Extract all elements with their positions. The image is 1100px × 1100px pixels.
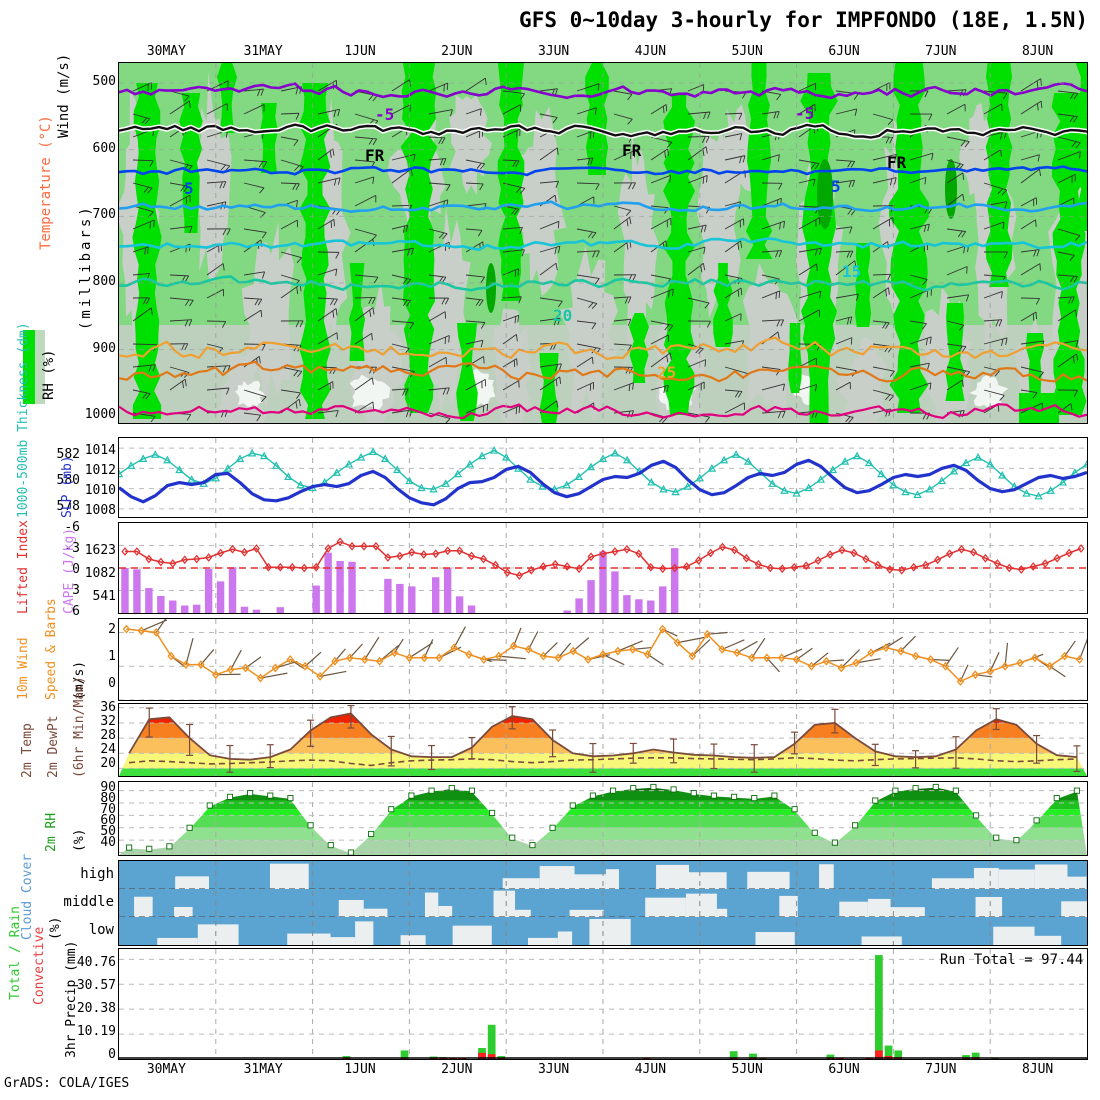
x-date-label: 3JUN <box>537 44 570 59</box>
x-date-label: 2JUN <box>441 1062 473 1077</box>
axis-title-wind: Wind (m/s) <box>56 53 72 138</box>
y-tick-label: 50 <box>100 824 116 839</box>
y-tick-label: 1623 <box>84 543 116 558</box>
axis-title-millibars: (millibars) <box>78 204 94 330</box>
y-tick-label: 24 <box>100 742 116 757</box>
x-axis-dates-top: 30MAY 31MAY 1JUN 2JUN 3JUN 4JUN 5JUN 6JUN 7JUN 8J… <box>0 44 1100 62</box>
x-date-label: 5JUN <box>731 1062 763 1077</box>
x-date-label: 4JUN <box>634 44 667 59</box>
y-tick-label: 10.19 <box>76 1024 116 1039</box>
y-tick-label: 20.38 <box>76 1001 116 1016</box>
x-date-label: 6JUN <box>828 1062 860 1077</box>
x-date-label: 7JUN <box>925 44 957 59</box>
axis-title-cloud-pct: (%) <box>48 916 63 940</box>
axis-title-thickness: 1000-500mb Thickness (dm) <box>16 322 31 518</box>
y-tick-label: 578 <box>56 499 80 514</box>
y-tick-label: 6 <box>72 604 80 619</box>
y-tick-label: 2 <box>108 622 116 637</box>
y-tick-label: 582 <box>56 447 80 462</box>
y-tick-label: 1082 <box>84 566 116 581</box>
x-date-label: 8JUN <box>1021 1062 1054 1077</box>
axis-title-rh-label: RH (%) <box>41 349 57 400</box>
axis-title-cape: CAPE (J/kg) <box>62 527 77 614</box>
wind10m-panel <box>118 618 1088 701</box>
y-tick-label: 1000 <box>84 407 116 423</box>
axis-title-t2m: 2m Temp <box>20 723 35 778</box>
y-tick-label: 70 <box>100 802 116 817</box>
y-tick-label: 700 <box>92 207 116 223</box>
y-tick-label: 0 <box>108 676 116 691</box>
y-tick-label: 600 <box>92 140 116 156</box>
cloud-row-label: low <box>88 922 114 938</box>
y-tick-label: 40.76 <box>76 955 116 970</box>
y-tick-label: 1012 <box>84 463 116 478</box>
x-date-label: 5JUN <box>731 44 763 59</box>
axis-title-lifted-index: Lifted Index <box>16 520 31 614</box>
y-tick-label: 0 <box>72 562 80 577</box>
y-tick-label: 80 <box>100 791 116 806</box>
y-tick-label: 1010 <box>84 483 116 498</box>
cloud-row-label: high <box>80 866 114 882</box>
y-tick-label: 1014 <box>84 443 116 458</box>
y-tick-label: 40 <box>100 835 116 850</box>
y-tick-label: 580 <box>56 473 80 488</box>
axis-title-temperature: Temperature (°C) <box>38 115 54 250</box>
axis-title-minmax: (6hr Min/Max) <box>72 676 87 778</box>
precip-panel <box>118 948 1088 1060</box>
x-date-label: 1JUN <box>344 44 376 59</box>
y-tick-label: 20 <box>100 756 116 771</box>
y-tick-label: 0 <box>108 1047 116 1062</box>
y-tick-label: -6 <box>64 520 80 535</box>
page-title: GFS 0~10day 3-hourly for IMPFONDO (18E, … <box>519 8 1088 32</box>
y-tick-label: 36 <box>100 700 116 715</box>
upper-air-panel <box>118 62 1088 424</box>
footer-credit: GrADS: COLA/IGES <box>4 1076 130 1091</box>
x-date-label: 7JUN <box>925 1062 957 1077</box>
cape-lifted-panel <box>118 522 1088 614</box>
x-date-label: 31MAY <box>243 1062 283 1077</box>
x-date-label: 4JUN <box>634 1062 667 1077</box>
y-tick-label: 1 <box>108 649 116 664</box>
x-date-label: 1JUN <box>344 1062 376 1077</box>
temp-dewpt-panel <box>118 703 1088 777</box>
y-tick-label: -3 <box>64 541 80 556</box>
x-date-label: 30MAY <box>146 1062 186 1077</box>
x-date-label: 3JUN <box>537 1062 570 1077</box>
x-date-label: 30MAY <box>146 44 186 59</box>
y-tick-label: 3 <box>72 583 80 598</box>
axis-title-rh2m: 2m RH <box>44 812 59 852</box>
x-date-label: 31MAY <box>243 44 283 59</box>
axis-title-precip-total: Total / Rain <box>8 906 23 1000</box>
y-tick-label: 30.57 <box>76 978 116 993</box>
y-tick-label: 500 <box>92 74 116 89</box>
rh2m-panel <box>118 781 1088 856</box>
axis-title-td2m: 2m DewPt <box>46 715 61 778</box>
run-total-label: Run Total = 97.44 <box>940 952 1084 968</box>
x-axis-dates-bottom: 30MAY 31MAY 1JUN 2JUN 3JUN 4JUN 5JUN 6JUN 7JUN 8J… <box>0 1062 1100 1080</box>
axis-title-slp: SLP (mb) <box>60 455 75 518</box>
y-tick-label: 60 <box>100 813 116 828</box>
x-date-label: 6JUN <box>828 44 860 59</box>
y-tick-label: 541 <box>92 589 116 604</box>
cloud-cover-panel <box>118 860 1088 946</box>
y-tick-label: 800 <box>92 274 116 289</box>
axis-title-rh: RH (%) <box>23 330 57 404</box>
y-tick-label: 1008 <box>84 503 116 518</box>
axis-title-wind10m: 10m Wind <box>16 637 31 700</box>
axis-title-precip-conv: Convective <box>32 926 47 1005</box>
x-date-label: 2JUN <box>441 44 473 59</box>
y-tick-label: 32 <box>100 714 116 729</box>
x-date-label: 8JUN <box>1021 44 1054 59</box>
y-tick-label: 28 <box>100 728 116 743</box>
axis-title-speed: Speed & Barbs <box>44 598 59 700</box>
cloud-row-label: middle <box>63 894 114 910</box>
slp-thickness-panel <box>118 437 1088 518</box>
y-tick-label: 900 <box>92 340 116 356</box>
axis-title-rh2m-pct: (%) <box>72 828 87 852</box>
y-tick-label: 90 <box>100 780 116 795</box>
axis-title-precip3hr: 3hr Precip (mm) <box>64 940 79 1058</box>
